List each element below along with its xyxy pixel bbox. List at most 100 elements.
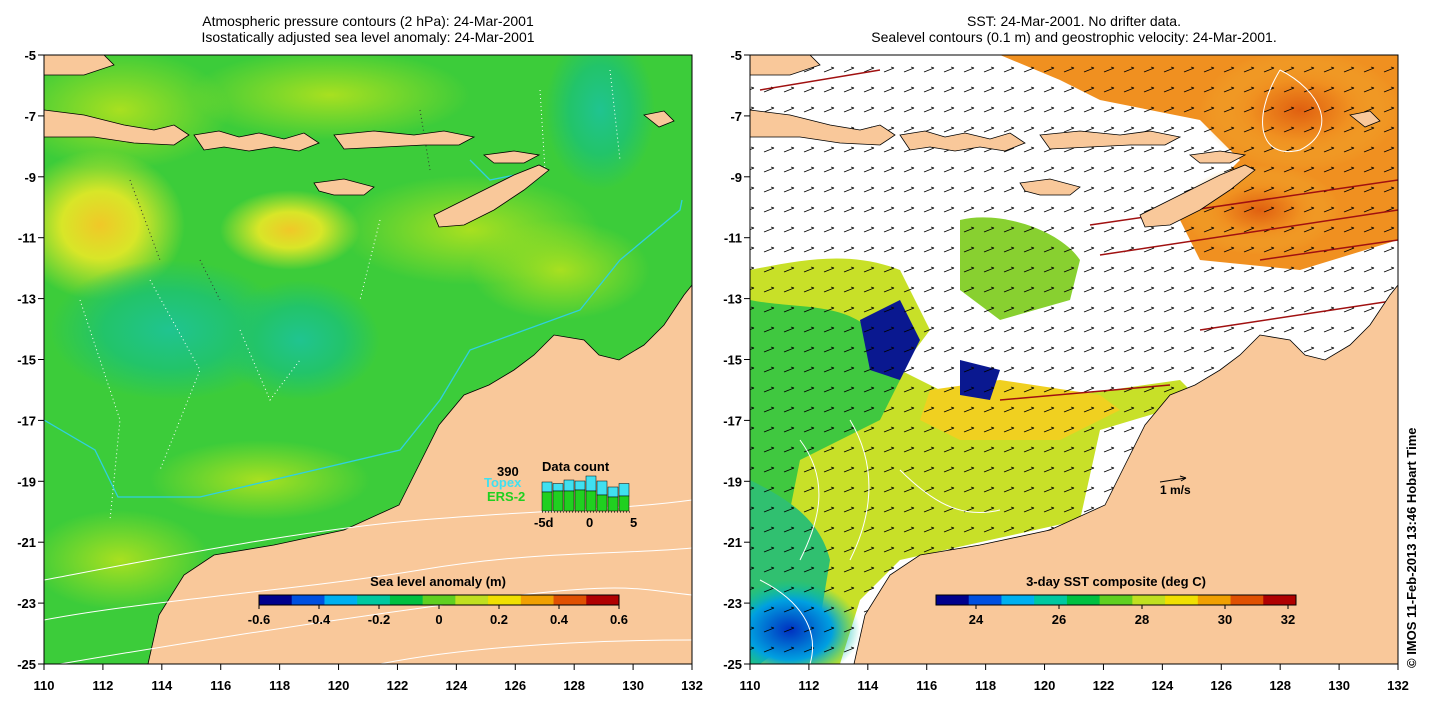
data-count-title: Data count <box>542 459 610 474</box>
lon-tick-label: 132 <box>1387 678 1409 693</box>
right-map-title: SST: 24-Mar-2001. No drifter data. Seale… <box>750 13 1398 45</box>
colorbar-swatch <box>520 595 555 605</box>
lon-tick-label: 122 <box>387 678 409 693</box>
lat-tick-label: -11 <box>724 231 742 246</box>
data-count-tick: 5 <box>630 515 637 530</box>
left-land <box>44 55 692 664</box>
lat-tick-label: -9 <box>24 170 36 185</box>
right-sst-map: 1 m/s <box>750 55 1398 664</box>
right-colorbar: 3-day SST composite (deg C) 24 26 28 30 32 <box>935 574 1297 627</box>
colorbar-swatch <box>586 595 620 605</box>
ers-count-bar <box>563 490 575 512</box>
colorbar-swatch <box>1132 595 1166 605</box>
lon-tick-label: 112 <box>92 678 113 693</box>
land-polygon <box>433 164 550 228</box>
data-count-tick: 0 <box>586 515 593 530</box>
lon-tick-label: 118 <box>975 678 996 693</box>
data-count-tick: -5d <box>534 515 554 530</box>
left-low-anomaly <box>220 280 380 400</box>
colorbar-tick-label: -0.2 <box>368 612 390 627</box>
land-polygon <box>44 55 115 76</box>
lat-tick-label: -9 <box>730 170 742 185</box>
colorbar-swatch <box>259 595 293 605</box>
lon-tick-label: 132 <box>681 678 703 693</box>
lon-tick-label: 114 <box>151 678 173 693</box>
left-negative-contours <box>79 69 621 521</box>
land-polygon <box>313 178 375 196</box>
lon-tick-label: 110 <box>740 678 761 693</box>
colorbar-swatch <box>936 595 970 605</box>
land-polygon <box>750 109 896 146</box>
colorbar-swatch <box>553 595 587 605</box>
left-anomaly-patch <box>44 55 230 170</box>
lat-tick-label: -17 <box>723 413 742 428</box>
left-low-anomaly <box>545 55 655 190</box>
lon-tick-label: 122 <box>1093 678 1115 693</box>
colorbar-tick-label: -0.4 <box>308 612 331 627</box>
data-count-max: 390 <box>497 464 519 479</box>
land-polygon <box>899 130 1026 152</box>
colorbar-swatch <box>1263 595 1297 605</box>
lon-tick-label: 116 <box>210 678 231 693</box>
colorbar-tick-label: 0.6 <box>610 612 628 627</box>
left-pressure-contours <box>44 499 692 664</box>
colorbar-tick-label: 26 <box>1052 612 1066 627</box>
left-colorbar-label: Sea level anomaly (m) <box>370 574 506 589</box>
ers-count-bar <box>607 496 619 512</box>
lat-tick-label: -5 <box>730 48 742 63</box>
lat-tick-label: -7 <box>730 109 742 124</box>
lat-tick-label: -25 <box>723 657 742 672</box>
lon-tick-label: 120 <box>1034 678 1056 693</box>
lat-tick-label: -15 <box>723 353 742 368</box>
lat-tick-label: -7 <box>24 109 36 124</box>
lon-tick-label: 128 <box>1269 678 1291 693</box>
lat-tick-label: -23 <box>723 596 742 611</box>
colorbar-swatch <box>488 595 522 605</box>
topex-count-bar <box>563 479 575 492</box>
land-polygon <box>193 130 320 152</box>
left-anomaly-patch <box>190 55 470 140</box>
data-count-inset: 390 Topex ERS-2 Data count -5d 0 5 <box>484 459 637 530</box>
left-anomaly-patch <box>150 440 370 520</box>
colorbar-swatch <box>1197 595 1232 605</box>
velocity-scale-arrowhead <box>1179 475 1187 482</box>
colorbar-swatch <box>1230 595 1264 605</box>
colorbar-swatch <box>422 595 456 605</box>
lon-tick-label: 126 <box>1210 678 1232 693</box>
lat-tick-label: -13 <box>17 292 36 307</box>
left-map-title: Atmospheric pressure contours (2 hPa): 2… <box>44 13 692 45</box>
colorbar-tick-label: 0.2 <box>490 612 508 627</box>
lat-tick-label: -11 <box>18 231 36 246</box>
lat-tick-label: -13 <box>723 292 742 307</box>
lat-tick-label: -17 <box>17 413 36 428</box>
right-land <box>750 55 1398 664</box>
sst-swath-streaks <box>759 69 1398 401</box>
colorbar-swatch <box>324 595 358 605</box>
lat-tick-label: -23 <box>17 596 36 611</box>
land-polygon <box>1139 164 1256 228</box>
land-polygon <box>44 284 692 664</box>
colorbar-swatch <box>389 595 424 605</box>
land-polygon <box>44 109 190 146</box>
ers-count-bar <box>585 490 597 512</box>
topex-label: Topex <box>484 475 522 490</box>
lat-tick-label: -19 <box>17 474 36 489</box>
left-anomaly-patch <box>44 510 210 610</box>
topex-count-bar <box>618 483 630 497</box>
lat-tick-label: -21 <box>17 535 36 550</box>
land-polygon <box>333 130 476 150</box>
lat-tick-label: -19 <box>723 474 742 489</box>
data-count-bars <box>541 475 630 512</box>
lon-tick-label: 126 <box>504 678 526 693</box>
colorbar-swatch <box>1099 595 1133 605</box>
topex-count-bar <box>541 481 553 493</box>
land-polygon <box>750 55 821 76</box>
lon-tick-label: 112 <box>798 678 819 693</box>
map-axes: -5 -7 -9 -11 -13 -15 -17 -19 -21 -23 -25 110 112 114 1… <box>17 48 1409 693</box>
land-polygon <box>1349 110 1381 128</box>
copyright-notice: © IMOS 11-Feb-2013 13:46 Hobart Time <box>1404 427 1419 668</box>
lon-tick-label: 120 <box>328 678 350 693</box>
right-title-line1: SST: 24-Mar-2001. No drifter data. <box>967 13 1181 29</box>
ers-count-bar <box>596 494 608 512</box>
